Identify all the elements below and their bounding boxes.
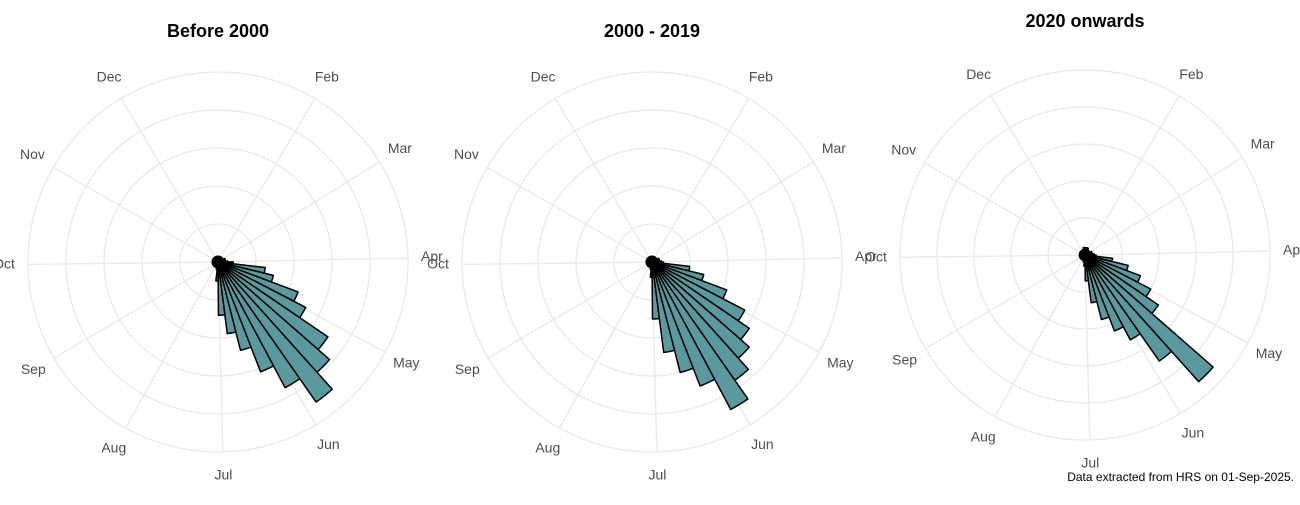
month-label: Jun [317, 436, 340, 452]
month-label: Oct [427, 255, 449, 271]
grid-spoke [990, 95, 1086, 256]
grid-spoke [52, 166, 219, 263]
grid-ring [461, 71, 843, 453]
grid-spoke [124, 261, 219, 429]
grid-ring [1010, 180, 1160, 330]
month-label: Feb [749, 68, 773, 84]
bar [1084, 254, 1173, 362]
month-label: Nov [20, 146, 45, 162]
grid-spoke [486, 166, 653, 263]
month-label: Jul [648, 467, 666, 483]
month-label: Sep [455, 361, 480, 377]
panel-title: Before 2000 [167, 21, 269, 41]
grid-spoke [558, 261, 653, 429]
month-label: Jul [214, 467, 232, 483]
panel: 2020 onwards Feb Mar Apr May Jun Jul Aug Sep Oct N… [865, 11, 1300, 471]
month-label: Aug [101, 440, 126, 456]
grid-ring [537, 147, 767, 377]
grid-spoke [651, 161, 814, 263]
grid-spoke [924, 254, 1086, 350]
grid-spoke [217, 98, 316, 263]
bar [217, 261, 275, 373]
grid-spoke [462, 261, 653, 266]
grid-spoke [1084, 250, 1270, 256]
month-label: Apr [855, 248, 877, 264]
bar [217, 261, 252, 352]
bar [651, 261, 749, 411]
grid-spoke [924, 162, 1086, 256]
grid-spoke [1084, 254, 1091, 440]
bar [1084, 254, 1090, 282]
month-label: Dec [531, 68, 556, 84]
bar [1084, 254, 1110, 321]
month-label: Sep [21, 361, 46, 377]
grid-spoke [217, 257, 408, 263]
month-label: Dec [966, 66, 991, 82]
grid-spoke [487, 261, 653, 359]
bar [650, 255, 653, 263]
panel: Before 2000 Feb Mar Apr May Jun Jul Aug Sep Oct No… [0, 21, 443, 483]
bar [651, 261, 694, 374]
grid-spoke [900, 254, 1086, 259]
month-label: May [393, 354, 419, 370]
grid-spoke [651, 257, 842, 263]
panel-title: 2000 - 2019 [604, 21, 700, 41]
grid-ring [899, 69, 1271, 441]
panel-title: 2020 onwards [1025, 11, 1144, 31]
bar [217, 261, 226, 316]
grid-spoke [120, 98, 219, 263]
month-label: Aug [535, 440, 560, 456]
month-label: Sep [892, 351, 917, 367]
month-label: Feb [315, 68, 339, 84]
bar [651, 261, 661, 320]
month-label: Oct [0, 255, 15, 271]
grid-spoke [53, 261, 219, 359]
month-label: Apr [421, 248, 443, 264]
bar [651, 261, 676, 354]
grid-spoke [554, 98, 653, 263]
month-label: May [1256, 345, 1282, 361]
panel: 2000 - 2019 Feb Mar Apr May Jun Jul Aug Sep Oct No… [427, 21, 877, 483]
grid-ring [499, 109, 805, 415]
month-label: Jul [1081, 455, 1099, 471]
month-label: Mar [1251, 136, 1275, 152]
bar [1084, 254, 1141, 341]
grid-spoke [217, 161, 380, 263]
bar [1083, 246, 1086, 256]
grid-spoke [994, 254, 1086, 417]
bar [1084, 254, 1098, 304]
month-label: Dec [97, 68, 122, 84]
month-label: Jun [1182, 425, 1205, 441]
month-label: Oct [865, 248, 887, 264]
grid-spoke [651, 98, 750, 263]
bar [217, 261, 333, 403]
grid-ring [65, 109, 371, 415]
grid-ring [575, 185, 729, 339]
month-label: Aug [971, 428, 996, 444]
grid-ring [936, 106, 1234, 404]
month-label: Apr [1283, 241, 1300, 257]
grid-ring [27, 71, 409, 453]
month-label: Feb [1179, 66, 1203, 82]
month-label: May [827, 354, 853, 370]
caption: Data extracted from HRS on 01-Sep-2025. [1067, 470, 1294, 484]
bar [1084, 254, 1125, 332]
bar [651, 261, 716, 387]
grid-spoke [1084, 156, 1243, 256]
month-label: Nov [454, 146, 479, 162]
grid-spoke [28, 261, 219, 266]
bar [1084, 254, 1214, 383]
bar [216, 255, 219, 263]
bar [217, 261, 301, 389]
month-label: Jun [751, 436, 774, 452]
grid-ring [141, 185, 295, 339]
grid-ring [103, 147, 333, 377]
grid-spoke [1084, 95, 1180, 256]
grid-ring [973, 143, 1197, 367]
month-label: Mar [388, 140, 412, 156]
bar [217, 261, 237, 335]
month-label: Mar [822, 140, 846, 156]
month-label: Nov [891, 142, 916, 158]
